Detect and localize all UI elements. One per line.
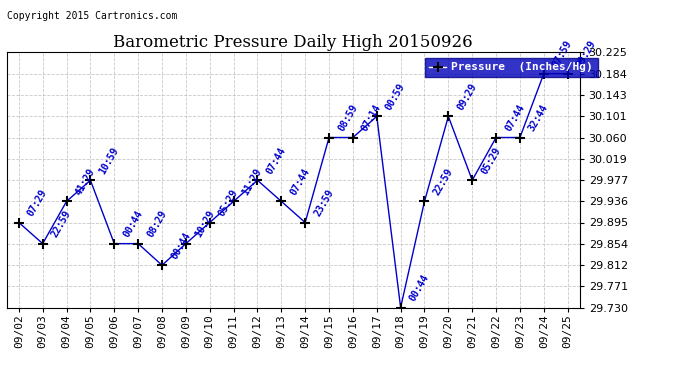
Pressure  (Inches/Hg)	[158, 263, 166, 267]
Text: 09:29: 09:29	[455, 82, 479, 112]
Pressure  (Inches/Hg)	[86, 178, 95, 183]
Pressure  (Inches/Hg)	[564, 71, 572, 76]
Pressure  (Inches/Hg)	[110, 242, 119, 246]
Pressure  (Inches/Hg)	[39, 242, 47, 246]
Pressure  (Inches/Hg)	[540, 71, 548, 76]
Pressure  (Inches/Hg)	[397, 305, 405, 310]
Pressure  (Inches/Hg)	[325, 135, 333, 140]
Text: 22:59: 22:59	[50, 209, 73, 240]
Text: 00:44: 00:44	[169, 231, 193, 261]
Text: 05:29: 05:29	[217, 188, 240, 218]
Pressure  (Inches/Hg)	[230, 199, 238, 204]
Pressure  (Inches/Hg)	[516, 135, 524, 140]
Pressure  (Inches/Hg)	[444, 114, 453, 118]
Text: 07:44: 07:44	[264, 146, 288, 176]
Pressure  (Inches/Hg)	[373, 114, 381, 118]
Text: 07:14: 07:14	[360, 103, 383, 134]
Pressure  (Inches/Hg)	[14, 220, 23, 225]
Line: Pressure  (Inches/Hg): Pressure (Inches/Hg)	[14, 69, 573, 312]
Pressure  (Inches/Hg)	[206, 220, 214, 225]
Text: 32:44: 32:44	[527, 103, 550, 134]
Text: 08:59: 08:59	[336, 103, 359, 134]
Text: 09:29: 09:29	[575, 39, 598, 69]
Text: 07:44: 07:44	[288, 167, 312, 197]
Text: 10:29: 10:29	[193, 209, 216, 240]
Pressure  (Inches/Hg)	[492, 135, 500, 140]
Text: 07:44: 07:44	[503, 103, 526, 134]
Text: 10:59: 10:59	[97, 146, 121, 176]
Text: 07:29: 07:29	[26, 188, 49, 218]
Text: 41:29: 41:29	[74, 167, 97, 197]
Pressure  (Inches/Hg)	[62, 199, 70, 204]
Pressure  (Inches/Hg)	[348, 135, 357, 140]
Text: Copyright 2015 Cartronics.com: Copyright 2015 Cartronics.com	[7, 11, 177, 21]
Pressure  (Inches/Hg)	[134, 242, 142, 246]
Text: 23:59: 23:59	[312, 188, 335, 218]
Text: 00:44: 00:44	[408, 273, 431, 303]
Pressure  (Inches/Hg)	[420, 199, 428, 204]
Pressure  (Inches/Hg)	[301, 220, 309, 225]
Text: 05:29: 05:29	[479, 146, 502, 176]
Text: 22:59: 22:59	[431, 167, 455, 197]
Title: Barometric Pressure Daily High 20150926: Barometric Pressure Daily High 20150926	[113, 34, 473, 51]
Pressure  (Inches/Hg)	[277, 199, 286, 204]
Text: 00:44: 00:44	[121, 209, 145, 240]
Pressure  (Inches/Hg)	[468, 178, 476, 183]
Text: 11:29: 11:29	[241, 167, 264, 197]
Legend: Pressure  (Inches/Hg): Pressure (Inches/Hg)	[425, 58, 598, 77]
Text: 07:59: 07:59	[551, 39, 574, 69]
Text: 00:59: 00:59	[384, 82, 407, 112]
Pressure  (Inches/Hg)	[253, 178, 262, 183]
Text: 08:29: 08:29	[145, 209, 168, 240]
Pressure  (Inches/Hg)	[181, 242, 190, 246]
